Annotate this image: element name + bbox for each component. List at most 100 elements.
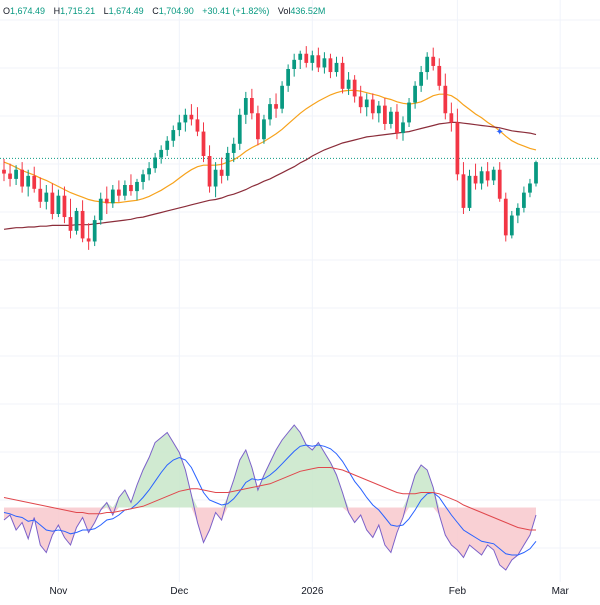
candle [195,107,200,137]
candle-body [304,53,309,63]
candle-body [376,105,381,114]
candle-body [129,185,133,192]
x-tick-label: 2026 [301,586,324,597]
oscillator-negative-fill [4,507,536,570]
high-key: H [53,6,61,16]
candle [443,73,448,120]
candle-body [153,157,158,169]
x-tick-label: Feb [449,586,467,597]
candle-body [334,62,339,73]
candle [110,185,115,208]
candle [201,122,206,163]
candle [147,162,151,181]
candle-body [473,175,478,184]
candle [310,50,315,71]
candle-body [195,119,200,132]
candle-body [298,53,303,60]
candle [171,125,176,147]
candle [219,157,224,184]
candle [207,145,212,193]
candle [280,81,284,114]
candle [370,93,375,120]
candles [2,46,538,250]
candle-body [286,69,291,86]
candle [243,91,248,124]
candle [104,186,109,214]
candle-body [177,122,182,131]
candle [395,104,399,140]
candle-body [491,169,496,181]
candle-body [165,140,170,150]
candle-body [231,143,236,153]
candle [262,114,266,144]
candle-body [515,207,520,216]
candle [80,200,85,243]
candle [26,169,31,197]
candle-body [123,185,127,196]
x-tick-label: Dec [170,586,188,597]
candle-body [26,175,31,187]
candle-body [407,102,411,123]
candle-body [310,55,315,63]
candle-body [328,58,333,73]
candle-body [425,56,430,73]
open-key: O [3,6,11,16]
x-tick-label: Nov [50,586,68,597]
candle [522,186,526,213]
candle [455,108,460,181]
candle [237,108,242,150]
candle [92,215,97,247]
candle [352,75,357,103]
candle [473,163,478,190]
candle [467,169,472,211]
candle-body [32,175,37,189]
candle [346,72,351,95]
candle [231,137,236,163]
moving-average-slow-line [3,121,537,230]
candle [32,166,37,193]
candle-body [322,58,327,68]
candle [328,53,333,79]
candle [419,65,424,92]
crossover-marker: ✦ [496,127,504,138]
candle [135,178,139,201]
candle-body [431,56,436,66]
candle [62,186,67,224]
candle [401,116,405,141]
candle-body [389,111,393,124]
candle-body [159,149,164,158]
candle [123,180,127,201]
candle [74,207,79,235]
candle [479,166,484,190]
candle [534,160,538,187]
candle-body [340,62,345,89]
candle-body [455,122,460,175]
candle [449,102,454,132]
candle-body [352,79,357,97]
oscillator-slow-line [3,467,536,531]
candle-body [213,169,218,187]
candle-body [522,192,526,208]
candle-body [38,188,43,202]
candle-body [382,105,387,124]
candle [413,81,417,109]
candle [382,98,387,131]
candle-body [268,104,272,120]
low-key: L [103,6,109,16]
candle-body [437,65,442,86]
candle [322,52,327,74]
candle-body [449,113,454,123]
candle-body [249,98,254,114]
candle [268,98,272,126]
candle [425,52,430,80]
candle-body [116,189,121,196]
candle [14,165,18,185]
candle-body [110,189,115,204]
candle [116,180,121,202]
candle [461,162,466,214]
candle-body [171,130,176,141]
candle-body [92,220,97,242]
candle [491,166,496,185]
